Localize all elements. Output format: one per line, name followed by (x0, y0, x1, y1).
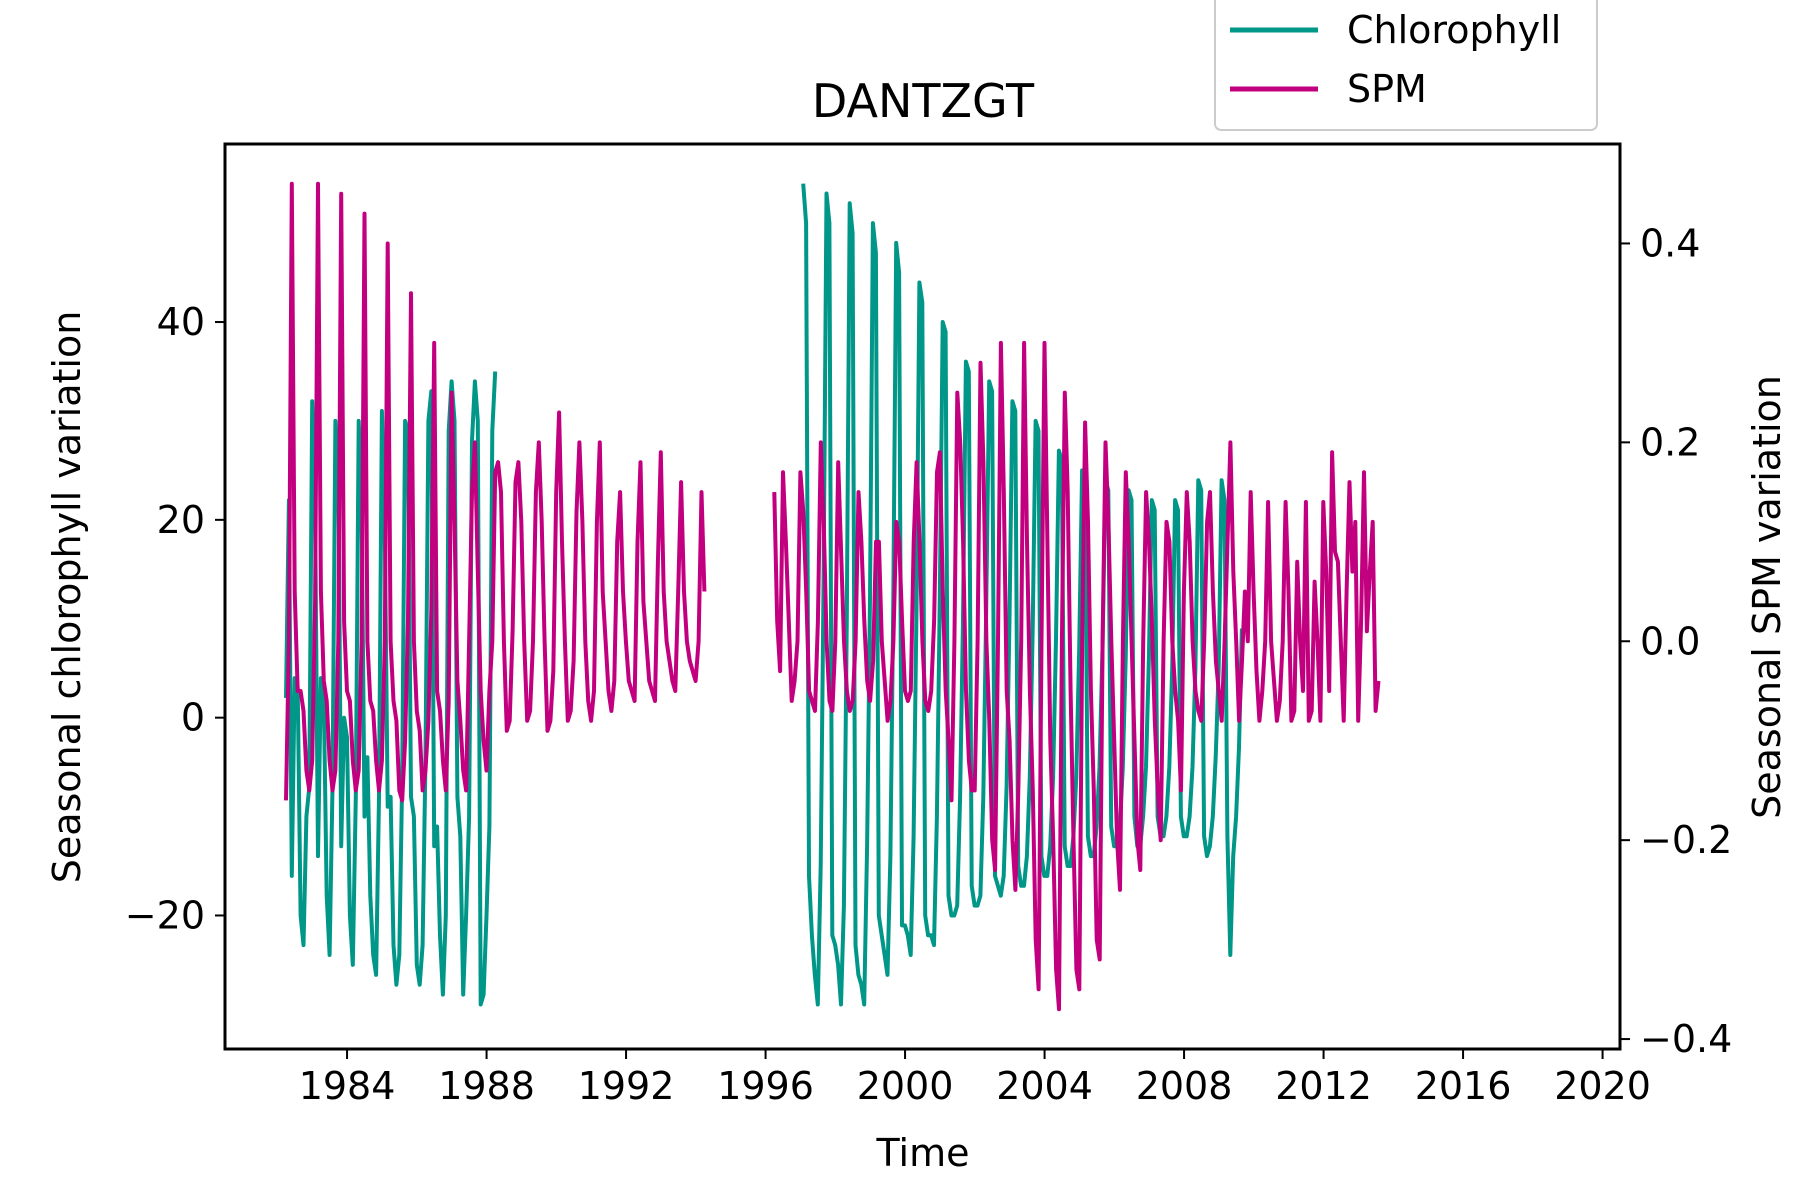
y-right-tick-label: 0.2 (1640, 420, 1700, 464)
x-tick-label: 2012 (1275, 1064, 1372, 1108)
legend-label-spm: SPM (1347, 67, 1427, 111)
x-tick-label: 2004 (996, 1064, 1093, 1108)
series-line-chlorophyll-2 (801, 183, 1244, 1007)
series-layer (284, 181, 1381, 1012)
y-left-tick-label: −20 (125, 893, 205, 937)
legend-label-chlorophyll: Chlorophyll (1347, 8, 1561, 52)
series-line-spm-2 (772, 340, 1381, 1012)
x-tick-label: 1996 (717, 1064, 814, 1108)
x-axis: 1984 1988 1992 1996 2000 2004 2008 2012 2016 2020 (299, 1049, 1651, 1108)
y-right-tick-label: 0.4 (1640, 221, 1700, 265)
series-line-chlorophyll-1 (284, 371, 498, 1007)
y-axis-right: −0.4 −0.2 0.0 0.2 0.4 (1620, 221, 1732, 1061)
x-tick-label: 1984 (299, 1064, 396, 1108)
x-tick-label: 2000 (857, 1064, 954, 1108)
x-axis-label: Time (876, 1131, 970, 1175)
y-axis-right-label: Seasonal SPM variation (1745, 375, 1789, 819)
y-right-tick-label: −0.2 (1640, 818, 1732, 862)
x-tick-label: 2020 (1554, 1064, 1651, 1108)
plot-area (223, 142, 1622, 1051)
y-axis-left-label: Seasonal chlorophyll variation (45, 311, 89, 884)
y-right-tick-label: 0.0 (1640, 619, 1700, 663)
plot-frame (223, 142, 1622, 1051)
y-left-tick-label: 0 (181, 696, 205, 740)
legend: Chlorophyll SPM (1214, 0, 1598, 131)
x-tick-label: 2008 (1136, 1064, 1233, 1108)
series-line-spm-1 (284, 181, 707, 803)
y-right-tick-label: −0.4 (1640, 1017, 1732, 1061)
chart-title: DANTZGT (812, 74, 1035, 128)
x-tick-label: 1992 (578, 1064, 675, 1108)
y-left-tick-label: 20 (157, 498, 205, 542)
y-axis-left: −20 0 20 40 (125, 300, 225, 937)
x-tick-label: 2016 (1415, 1064, 1512, 1108)
x-tick-label: 1988 (438, 1064, 535, 1108)
y-left-tick-label: 40 (157, 300, 205, 344)
